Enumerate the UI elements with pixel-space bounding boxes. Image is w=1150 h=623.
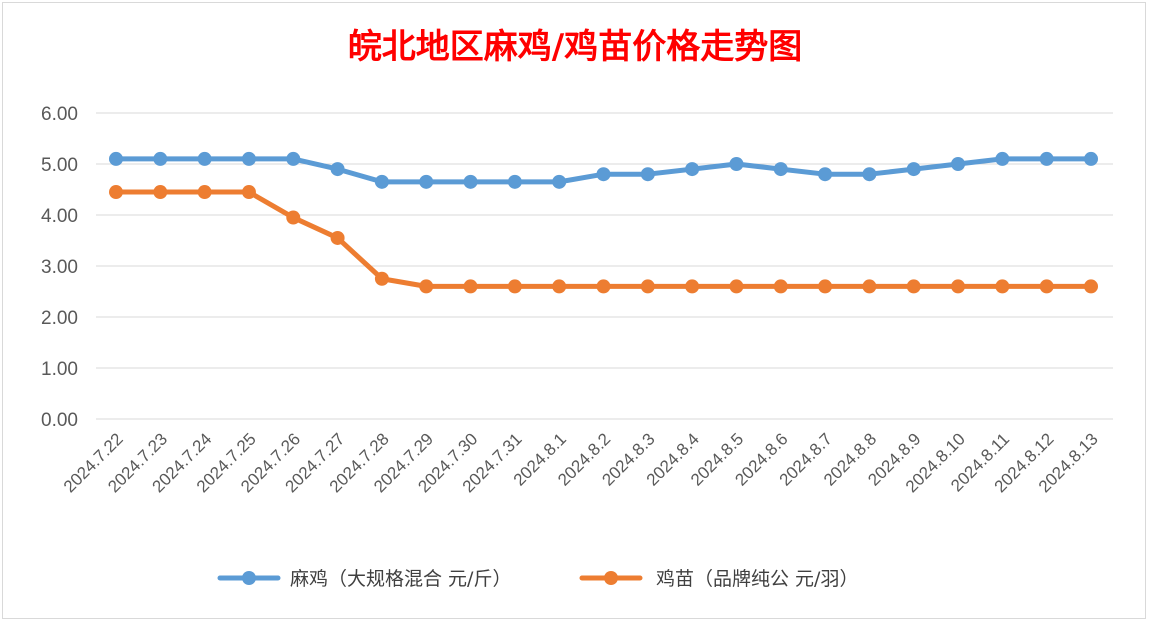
y-axis-ticks: 0.00 1.00 2.00 3.00 4.00 5.00 6.00 <box>41 104 78 431</box>
y-tick-label: 5.00 <box>41 155 78 176</box>
data-point <box>951 157 966 171</box>
data-point <box>729 279 744 294</box>
data-point <box>374 174 389 189</box>
data-point <box>153 151 168 166</box>
data-point <box>286 151 301 166</box>
data-point <box>197 185 212 200</box>
legend-label: 麻鸡（大规格混合 元/斤） <box>290 568 511 590</box>
series-lines <box>109 151 1098 294</box>
y-tick-label: 1.00 <box>41 359 78 380</box>
data-point <box>419 279 434 294</box>
data-point <box>596 279 611 294</box>
data-point <box>818 167 833 182</box>
series-2 <box>109 185 1098 294</box>
data-point <box>596 167 611 182</box>
data-point <box>640 279 655 294</box>
data-point <box>507 279 522 294</box>
data-point <box>729 157 744 171</box>
data-point <box>773 162 788 177</box>
y-tick-label: 6.00 <box>41 104 78 125</box>
legend-label: 鸡苗（品牌纯公 元/羽） <box>656 568 858 590</box>
data-point <box>995 279 1010 294</box>
data-point <box>552 279 567 294</box>
y-tick-label: 0.00 <box>41 410 78 431</box>
data-point <box>685 162 700 177</box>
data-point <box>995 151 1010 166</box>
series-1 <box>109 151 1098 189</box>
legend-marker <box>242 571 256 585</box>
data-point <box>685 279 700 294</box>
data-point <box>153 185 168 200</box>
data-point <box>109 151 123 166</box>
data-point <box>640 167 655 182</box>
data-point <box>1084 279 1098 294</box>
x-axis-ticks: 2024.7.222024.7.232024.7.242024.7.252024… <box>60 429 1102 496</box>
data-point <box>1039 279 1054 294</box>
y-tick-label: 3.00 <box>41 257 78 278</box>
legend-marker <box>604 571 618 585</box>
chart-title: 皖北地区麻鸡/鸡苗价格走势图 <box>348 27 802 67</box>
data-point <box>374 271 389 286</box>
data-point <box>862 167 877 182</box>
y-tick-label: 2.00 <box>41 308 78 329</box>
data-point <box>109 185 123 200</box>
data-point <box>330 230 345 245</box>
data-point <box>1084 151 1098 166</box>
data-point <box>419 174 434 189</box>
series-line <box>113 189 1094 289</box>
data-point <box>463 174 478 189</box>
data-point <box>773 279 788 294</box>
data-point <box>862 279 877 294</box>
data-point <box>552 174 567 189</box>
data-point <box>818 279 833 294</box>
data-point <box>197 151 212 166</box>
data-point <box>906 162 921 177</box>
data-point <box>241 151 256 166</box>
data-point <box>463 279 478 294</box>
data-point <box>951 279 966 294</box>
data-point <box>906 279 921 294</box>
data-point <box>507 174 522 189</box>
data-point <box>286 210 301 225</box>
y-tick-label: 4.00 <box>41 206 78 227</box>
legend-item: 麻鸡（大规格混合 元/斤） <box>217 568 511 590</box>
legend-item: 鸡苗（品牌纯公 元/羽） <box>579 568 858 590</box>
data-point <box>241 185 256 200</box>
data-point <box>330 162 345 177</box>
data-point <box>1039 151 1054 166</box>
legend: 麻鸡（大规格混合 元/斤） 鸡苗（品牌纯公 元/羽） <box>217 568 858 590</box>
